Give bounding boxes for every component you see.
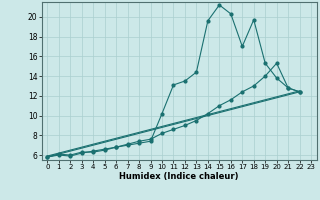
X-axis label: Humidex (Indice chaleur): Humidex (Indice chaleur) <box>119 172 239 181</box>
